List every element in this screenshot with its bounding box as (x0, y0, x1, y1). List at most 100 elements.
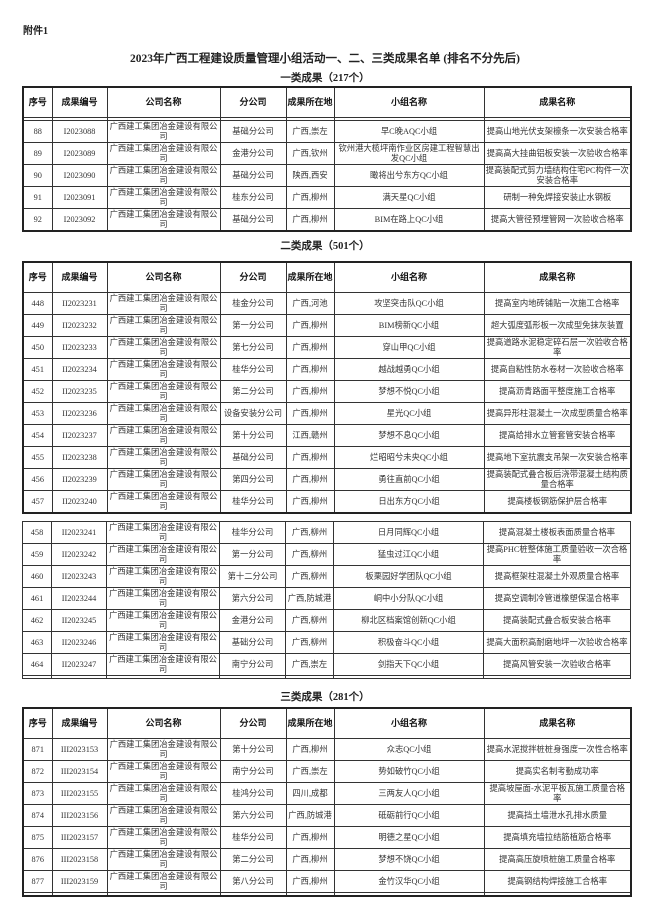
cell-location: 广西,柳州 (285, 609, 334, 632)
cell-team-name: 瞰将出兮东方QC小组 (333, 164, 485, 187)
cell-branch: 第二分公司 (219, 380, 287, 403)
table-row: 873 III2023155 广西建工集团冶金建设有限公司 桂鸿分公司 四川,成都 三两友… (22, 782, 632, 805)
cell-result-name: 研制一种免焊接安装止水钢板 (483, 186, 632, 209)
cut-off-cell (333, 675, 484, 679)
table-row: 462 II2023245 广西建工集团冶金建设有限公司 金港分公司 广西,柳州 柳北区档… (22, 609, 631, 632)
cell-result-code: II2023231 (51, 292, 108, 315)
cell-result-name: 提高装配式叠合板后浇带混凝土结构质量合格率 (483, 468, 632, 491)
table-row: 449 II2023232 广西建工集团冶金建设有限公司 第一分公司 广西,柳州 BIM榜… (22, 314, 632, 337)
cell-company-name: 广西建工集团冶金建设有限公司 (106, 142, 221, 165)
cell-location: 广西,柳州 (285, 490, 335, 514)
cell-location: 四川,成都 (285, 782, 335, 805)
cell-result-name: 提高楼板钢筋保护层合格率 (483, 490, 632, 514)
cell-result-code: II2023240 (51, 490, 108, 514)
cut-off-cell (219, 892, 287, 897)
column-header-location: 成果所在地 (285, 261, 335, 293)
table-row: 459 II2023242 广西建工集团冶金建设有限公司 第一分公司 广西,柳州 猛虫过江… (22, 543, 631, 566)
cell-branch: 第十分公司 (219, 738, 287, 761)
cell-result-name: 提高装配式叠合板安装合格率 (483, 609, 631, 632)
cell-company-name: 广西建工集团冶金建设有限公司 (106, 631, 220, 654)
cell-location: 广西,柳州 (285, 336, 335, 359)
cell-company-name: 广西建工集团冶金建设有限公司 (106, 468, 221, 491)
table-row: 455 II2023238 广西建工集团冶金建设有限公司 基础分公司 广西,柳州 烂昭昭兮… (22, 446, 632, 469)
column-header-company-name: 公司名称 (106, 707, 221, 739)
cell-result-code: III2023159 (51, 870, 108, 893)
column-header-result-code: 成果编号 (51, 86, 108, 118)
table-row: 456 II2023239 广西建工集团冶金建设有限公司 第四分公司 广西,柳州 勇往直前… (22, 468, 632, 491)
cell-branch: 桂华分公司 (219, 826, 287, 849)
cell-location: 广西,柳州 (285, 565, 334, 588)
cell-team-name: 日出东方QC小组 (333, 490, 485, 514)
table-row: 458 II2023241 广西建工集团冶金建设有限公司 桂华分公司 广西,柳州 日月同辉… (22, 521, 631, 544)
cell-branch: 第七分公司 (219, 336, 287, 359)
cell-company-name: 广西建工集团冶金建设有限公司 (106, 609, 220, 632)
cut-off-row (22, 675, 631, 679)
cell-result-name: 提高大管径预埋管网一次验收合格率 (483, 208, 632, 232)
cell-seq: 459 (22, 543, 52, 566)
cell-seq: 877 (22, 870, 53, 893)
cell-result-code: III2023156 (51, 804, 108, 827)
cell-location: 广西,柳州 (285, 208, 335, 232)
cell-location: 江西,赣州 (285, 424, 335, 447)
cell-result-name: 提高异形柱混凝土一次成型质量合格率 (483, 402, 632, 425)
cut-off-cell (106, 675, 220, 679)
cell-company-name: 广西建工集团冶金建设有限公司 (106, 738, 221, 761)
cell-team-name: 星光QC小组 (333, 402, 485, 425)
cell-seq: 464 (22, 653, 52, 676)
cell-location: 广西,柳州 (285, 521, 334, 544)
cell-location: 广西,崇左 (285, 653, 334, 676)
cell-team-name: 越战越勇QC小组 (333, 358, 485, 381)
cell-company-name: 广西建工集团冶金建设有限公司 (106, 424, 221, 447)
cell-location: 陕西,西安 (285, 164, 335, 187)
cell-location: 广西,崇左 (285, 120, 335, 143)
table-row: 90 I2023090 广西建工集团冶金建设有限公司 基础分公司 陕西,西安 瞰将出兮东方… (22, 164, 632, 187)
column-header-company-name: 公司名称 (106, 261, 221, 293)
cell-seq: 457 (22, 490, 53, 514)
cell-result-name: 提高装配式剪力墙结构住宅PC构件一次安装合格率 (483, 164, 632, 187)
cell-result-code: I2023090 (51, 164, 108, 187)
table-row: 872 III2023154 广西建工集团冶金建设有限公司 南宁分公司 广西,崇左 势如破… (22, 760, 632, 783)
cell-seq: 452 (22, 380, 53, 403)
results-table-class-2-continued: 458 II2023241 广西建工集团冶金建设有限公司 桂华分公司 广西,柳州 日月同辉… (22, 521, 631, 679)
table-row: 89 I2023089 广西建工集团冶金建设有限公司 金港分公司 广西,钦州 钦州港大榄坪… (22, 142, 632, 165)
table-header-row: 序号 成果编号 公司名称 分公司 成果所在地 小组名称 成果名称 (22, 707, 632, 739)
cell-location: 广西,防城港 (285, 587, 334, 610)
cell-result-code: II2023234 (51, 358, 108, 381)
column-header-location: 成果所在地 (285, 86, 335, 118)
cell-company-name: 广西建工集团冶金建设有限公司 (106, 653, 220, 676)
column-header-company-name: 公司名称 (106, 86, 221, 118)
table-row: 871 III2023153 广西建工集团冶金建设有限公司 第十分公司 广西,柳州 众志Q… (22, 738, 632, 761)
table-row: 451 II2023234 广西建工集团冶金建设有限公司 桂华分公司 广西,柳州 越战越勇… (22, 358, 632, 381)
cut-off-cell (285, 892, 335, 897)
cell-seq: 88 (22, 120, 53, 143)
cell-seq: 448 (22, 292, 53, 315)
cell-company-name: 广西建工集团冶金建设有限公司 (106, 782, 221, 805)
cell-location: 广西,柳州 (285, 826, 335, 849)
cell-company-name: 广西建工集团冶金建设有限公司 (106, 164, 221, 187)
cell-result-code: III2023154 (51, 760, 108, 783)
cell-company-name: 广西建工集团冶金建设有限公司 (106, 314, 221, 337)
cell-company-name: 广西建工集团冶金建设有限公司 (106, 848, 221, 871)
cell-branch: 第一分公司 (219, 314, 287, 337)
cell-seq: 461 (22, 587, 52, 610)
cell-company-name: 广西建工集团冶金建设有限公司 (106, 292, 221, 315)
cell-seq: 453 (22, 402, 53, 425)
column-header-result-name: 成果名称 (483, 261, 632, 293)
table-row: 464 II2023247 广西建工集团冶金建设有限公司 南宁分公司 广西,崇左 剑指天下… (22, 653, 631, 676)
cell-team-name: BIM在路上QC小组 (333, 208, 485, 232)
cell-result-name: 提高沥青路面平整度施工合格率 (483, 380, 632, 403)
cell-team-name: 众志QC小组 (333, 738, 485, 761)
cell-location: 广西,河池 (285, 292, 335, 315)
table-header-row: 序号 成果编号 公司名称 分公司 成果所在地 小组名称 成果名称 (22, 86, 632, 118)
cell-result-code: II2023238 (51, 446, 108, 469)
cell-result-code: II2023236 (51, 402, 108, 425)
cut-off-cell (22, 892, 53, 897)
cell-branch: 第一分公司 (219, 543, 286, 566)
table-row: 875 III2023157 广西建工集团冶金建设有限公司 桂华分公司 广西,柳州 明德之… (22, 826, 632, 849)
cell-seq: 874 (22, 804, 53, 827)
cell-location: 广西,崇左 (285, 760, 335, 783)
cell-seq: 875 (22, 826, 53, 849)
cell-result-name: 提高挡土墙泄水孔排水质量 (483, 804, 632, 827)
cell-result-code: III2023157 (51, 826, 108, 849)
table-row: 454 II2023237 广西建工集团冶金建设有限公司 第十分公司 江西,赣州 梦想不息… (22, 424, 632, 447)
